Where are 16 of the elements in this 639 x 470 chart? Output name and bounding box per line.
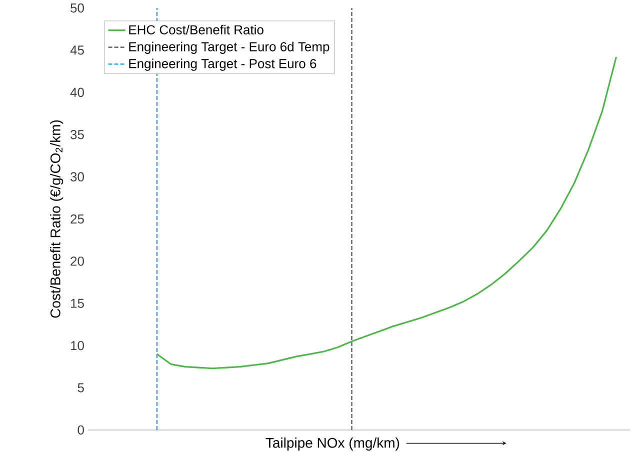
x-axis-title: Tailpipe NOx (mg/km) [266,438,400,451]
text: Engineering Target - Post Euro 6 [129,58,316,71]
y-tick-label: 30 [70,172,84,182]
y-tick-label: 35 [70,130,84,140]
text: Engineering Target - Euro 6d Temp [129,42,330,54]
y-tick-label: 25 [70,214,84,224]
legend-label: EHC Cost/Benefit Ratio [129,24,264,34]
y-tick-label: 5 [78,383,84,392]
y-tick-label: 15 [71,298,84,308]
y-tick-label: 20 [70,256,84,266]
y-tick-label: 50 [70,3,84,13]
y-tick-label: 40 [70,88,84,97]
y-axis-title: Cost/Benefit Ratio (€/g/CO$_{2}$/km) [50,120,64,318]
y-tick-label: 45 [70,46,84,55]
y-tick-label: 10 [71,340,84,350]
y-tick-label: 0 [78,425,84,435]
